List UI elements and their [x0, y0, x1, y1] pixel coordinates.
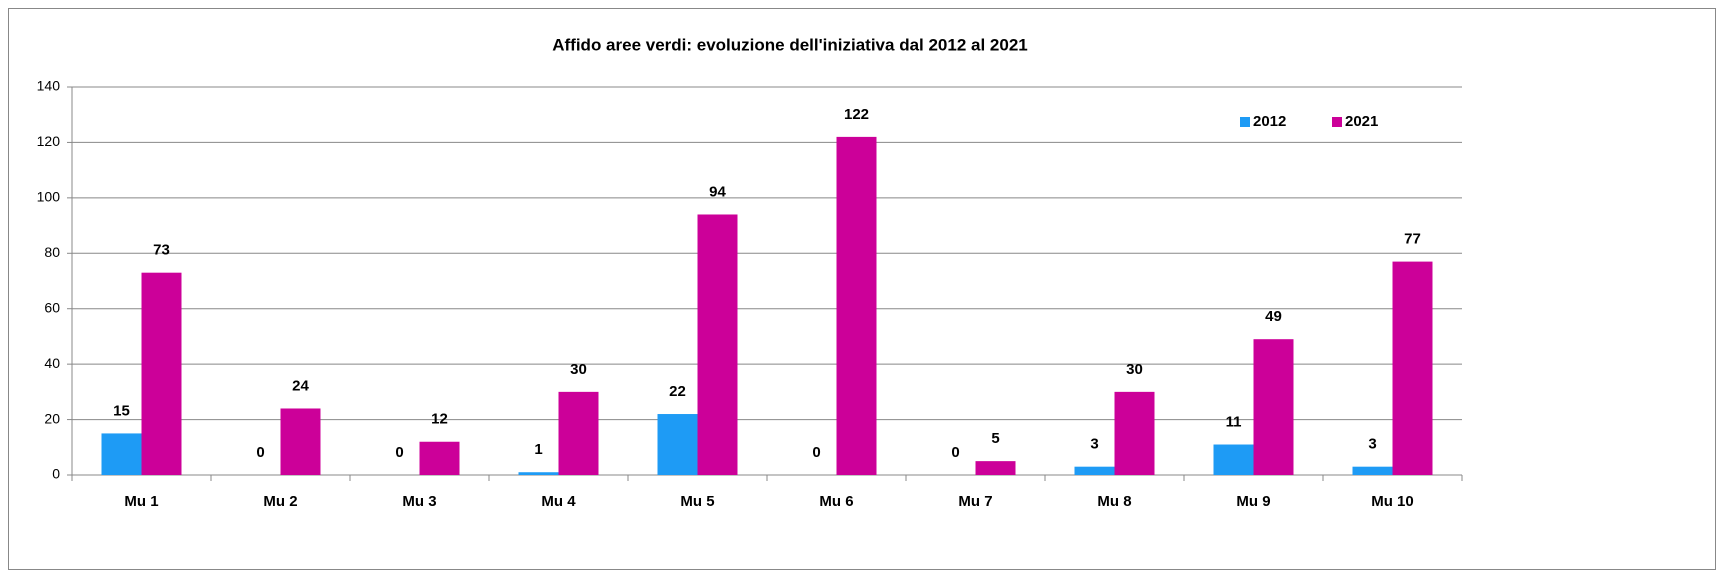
- x-tick-label: Mu 2: [263, 493, 297, 510]
- data-label: 30: [570, 361, 587, 378]
- data-label: 11: [1226, 413, 1242, 430]
- bar: [1352, 466, 1393, 475]
- bar: [101, 433, 142, 475]
- data-label: 5: [991, 430, 999, 447]
- bar: [1074, 466, 1115, 475]
- x-tick-label: Mu 4: [541, 493, 576, 510]
- data-label: 1: [534, 441, 542, 458]
- bar: [975, 461, 1016, 475]
- y-tick-label: 0: [52, 466, 60, 482]
- x-tick-label: Mu 7: [958, 493, 992, 510]
- y-tick-label: 60: [44, 299, 60, 315]
- bar: [1253, 339, 1294, 475]
- data-label: 12: [431, 411, 448, 428]
- x-tick-label: Mu 8: [1097, 493, 1131, 510]
- x-tick-label: Mu 9: [1236, 493, 1270, 510]
- data-label: 0: [951, 444, 959, 461]
- bar: [697, 214, 738, 475]
- y-tick-label: 140: [37, 78, 61, 94]
- y-tick-label: 20: [44, 410, 60, 426]
- bar: [518, 472, 559, 475]
- bar: [836, 136, 877, 475]
- bar: [280, 408, 321, 475]
- data-label: 30: [1126, 361, 1143, 378]
- data-label: 73: [153, 242, 170, 259]
- data-label: 94: [709, 183, 726, 200]
- y-tick-label: 40: [44, 355, 60, 371]
- x-tick-label: Mu 1: [124, 493, 158, 510]
- bar: [558, 391, 599, 475]
- data-label: 122: [844, 106, 869, 123]
- legend-label: 2012: [1253, 113, 1286, 130]
- bar: [1392, 261, 1433, 475]
- x-tick-label: Mu 5: [680, 493, 714, 510]
- bar: [657, 414, 698, 475]
- y-tick-label: 120: [37, 133, 61, 149]
- data-label: 15: [113, 402, 130, 419]
- bar: [419, 441, 460, 475]
- bar: [1114, 391, 1155, 475]
- x-tick-label: Mu 10: [1371, 493, 1414, 510]
- data-label: 3: [1368, 436, 1376, 453]
- y-tick-label: 100: [37, 189, 61, 205]
- data-label: 22: [669, 383, 686, 400]
- data-label: 0: [812, 444, 820, 461]
- legend-swatch: [1240, 117, 1250, 127]
- x-tick-label: Mu 6: [819, 493, 853, 510]
- legend-swatch: [1332, 117, 1342, 127]
- bar: [1213, 444, 1254, 475]
- data-label: 0: [395, 444, 403, 461]
- bar: [141, 272, 182, 475]
- data-label: 77: [1404, 231, 1421, 248]
- data-label: 49: [1265, 308, 1282, 325]
- data-label: 24: [292, 377, 309, 394]
- x-tick-label: Mu 3: [402, 493, 436, 510]
- y-tick-label: 80: [44, 244, 60, 260]
- data-label: 3: [1090, 436, 1098, 453]
- chart-title: Affido aree verdi: evoluzione dell'inizi…: [552, 35, 1028, 54]
- legend-label: 2021: [1345, 113, 1378, 130]
- data-label: 0: [256, 444, 264, 461]
